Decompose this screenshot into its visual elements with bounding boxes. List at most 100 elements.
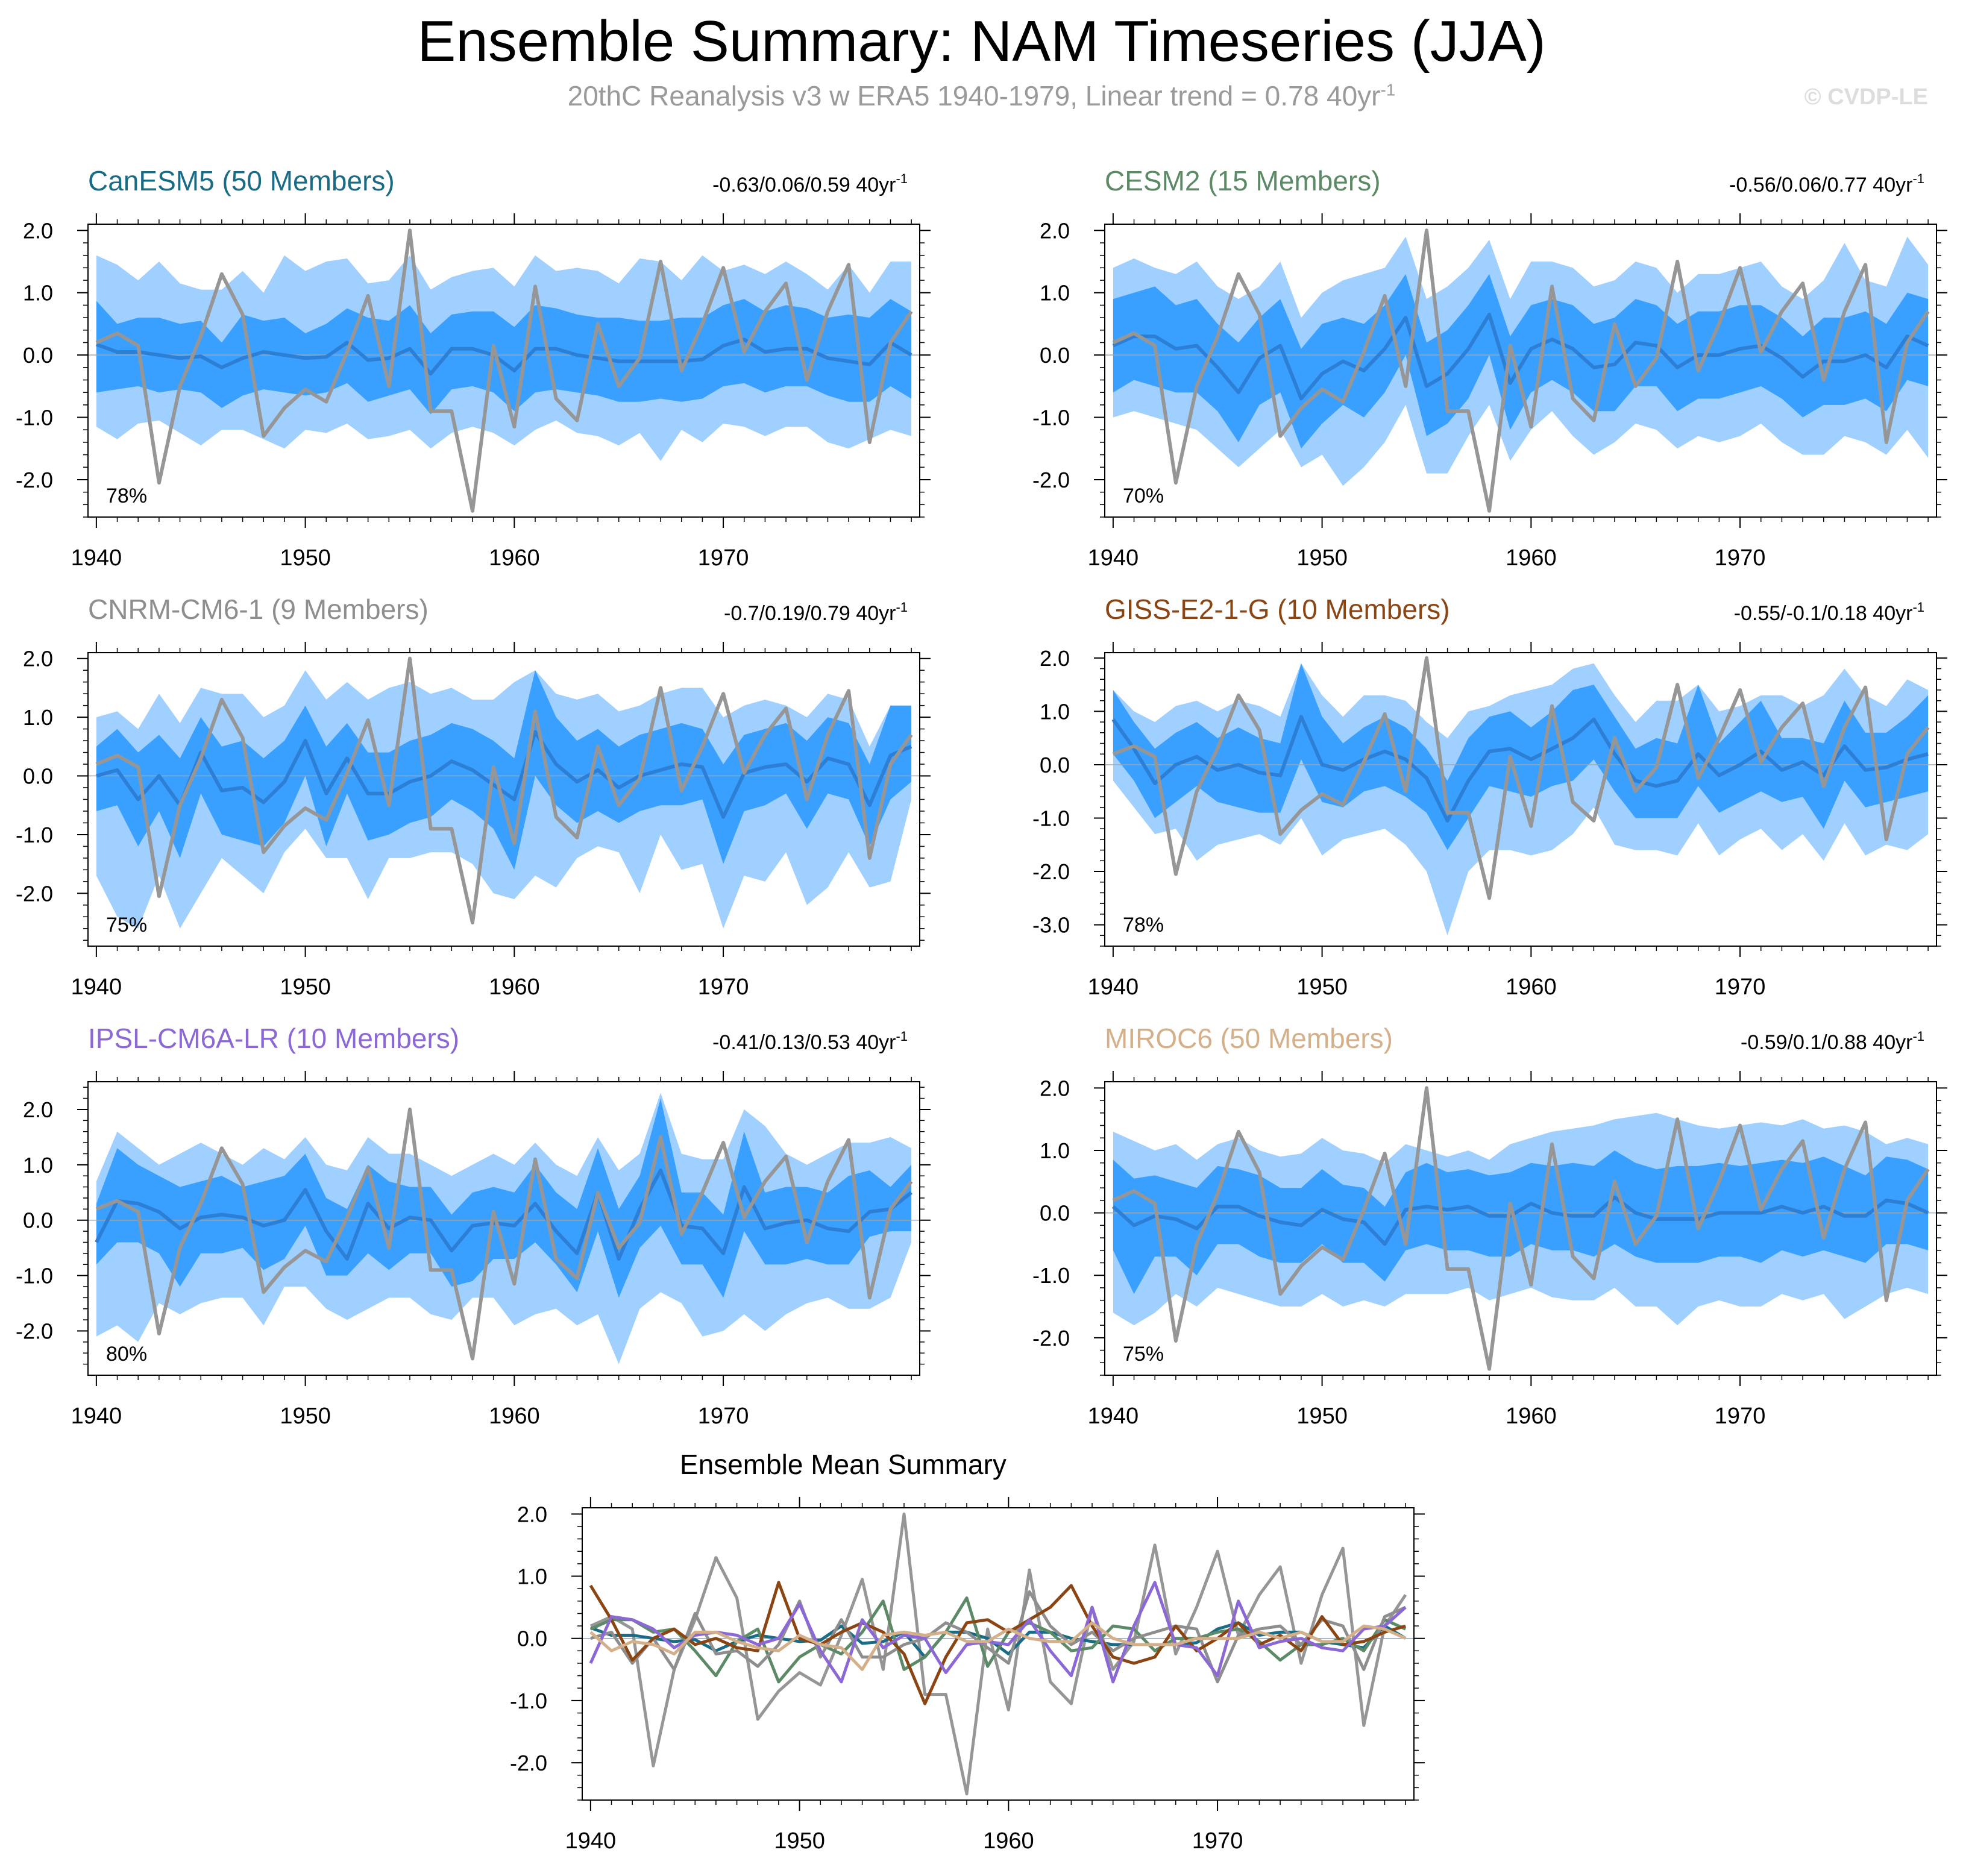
y-tick-label: 0.0: [1040, 343, 1070, 368]
x-tick-label: 1950: [774, 1828, 825, 1854]
subtitle-text: 20thC Reanalysis v3 w ERA5 1940-1979, Li…: [567, 80, 1381, 111]
ensemble-mean-line: [1111, 1195, 1929, 1246]
plot-frame: [87, 1081, 920, 1376]
y-tick-label: -1.0: [16, 1264, 53, 1288]
panel-title: CanESM5 (50 Members): [88, 165, 395, 196]
y-tick-label: 1.0: [517, 1564, 547, 1589]
trend-values: -0.55/-0.1/0.18 40yr: [1734, 602, 1913, 625]
y-tick-label: 1.0: [1040, 281, 1070, 306]
trend-superscript: -1: [896, 600, 908, 615]
observed-line: [1112, 228, 1930, 513]
trend-label: -0.56/0.06/0.77 40yr-1: [1729, 171, 1924, 196]
data-layer: [1105, 1086, 1936, 1371]
data-layer: [582, 1512, 1414, 1796]
credit-watermark: © CVDP-LE: [1804, 84, 1928, 110]
series-line-miroc6: [589, 1621, 1407, 1671]
panel-ipsl: 2.0 1.0 0.0 -1.0 -2.0 1940 1950 1960 1970 IPSL-CM…: [16, 1023, 931, 1429]
data-layer: [88, 1093, 920, 1364]
panel-title: IPSL-CM6A-LR (10 Members): [88, 1023, 459, 1054]
y-tick-label: 1.0: [1040, 1138, 1070, 1163]
trend-superscript: -1: [1912, 171, 1924, 186]
x-tick-label: 1970: [698, 545, 749, 571]
panel-canesm5: 2.0 1.0 0.0 -1.0 -2.0 1940 1950 1960 1970 CanESM5…: [16, 165, 931, 571]
observed-line: [95, 656, 913, 924]
x-tick-label: 1970: [1715, 545, 1766, 571]
panel-cnrm: 2.0 1.0 0.0 -1.0 -2.0 1940 1950 1960 1970 CNRM-CM…: [16, 594, 931, 1000]
plot-frame: [1104, 1081, 1937, 1376]
x-tick-label: 1950: [280, 974, 331, 1000]
panel-title: Ensemble Mean Summary: [680, 1449, 1007, 1480]
ensemble-mean-line: [1112, 312, 1929, 401]
x-tick-label: 1940: [1088, 974, 1139, 1000]
y-tick-label: 0.0: [1040, 753, 1070, 777]
trend-superscript: -1: [896, 171, 908, 186]
trend-label: -0.63/0.06/0.59 40yr-1: [712, 171, 908, 196]
x-tick-label: 1940: [565, 1828, 617, 1854]
x-tick-label: 1950: [280, 1404, 331, 1429]
y-tick-label: 2.0: [517, 1502, 547, 1526]
inner-percentile-band: [1113, 1150, 1929, 1294]
x-tick-label: 1940: [71, 974, 122, 1000]
inner-percentile-band: [96, 1098, 912, 1298]
x-tick-label: 1940: [1088, 1404, 1139, 1429]
x-tick-label: 1970: [1715, 974, 1766, 1000]
x-tick-label: 1950: [1296, 1404, 1348, 1429]
y-tick-label: 0.0: [1040, 1201, 1070, 1226]
y-tick-label: 0.0: [23, 1208, 53, 1233]
trend-values: -0.41/0.13/0.53 40yr: [712, 1031, 896, 1054]
percent-label: 78%: [1123, 914, 1164, 936]
y-tick-label: -2.0: [16, 1319, 53, 1343]
y-tick-label: -1.0: [16, 406, 53, 430]
y-tick-label: -1.0: [1032, 806, 1070, 830]
series-line-observed: [589, 1512, 1407, 1796]
ensemble-mean-line: [96, 730, 912, 819]
percent-label: 75%: [1123, 1343, 1164, 1366]
subtitle-superscript: -1: [1380, 80, 1396, 99]
y-tick-label: -2.0: [1032, 859, 1070, 884]
x-tick-label: 1970: [698, 1404, 749, 1429]
y-tick-label: 2.0: [1040, 1076, 1070, 1100]
percent-label: 75%: [106, 914, 147, 936]
y-tick-label: 2.0: [23, 218, 53, 243]
percent-label: 70%: [1123, 485, 1164, 507]
y-tick-label: -1.0: [1032, 1263, 1070, 1288]
plot-frame: [1104, 224, 1937, 518]
observed-line: [1112, 1086, 1930, 1371]
x-tick-label: 1950: [1296, 545, 1348, 571]
x-tick-label: 1970: [1715, 1404, 1766, 1429]
y-tick-label: 2.0: [23, 647, 53, 671]
plot-frame: [87, 224, 920, 518]
y-tick-label: 0.0: [23, 764, 53, 789]
inner-percentile-band: [1113, 663, 1929, 850]
y-tick-label: -1.0: [510, 1689, 547, 1713]
x-tick-label: 1960: [983, 1828, 1034, 1854]
panel-ensemble-mean-summary: 2.0 1.0 0.0 -1.0 -2.0 1940 1950 1960 1970 Ensembl…: [510, 1449, 1425, 1854]
ensemble-mean-line: [95, 1169, 912, 1261]
trend-label: -0.41/0.13/0.53 40yr-1: [712, 1029, 908, 1054]
trend-label: -0.7/0.19/0.79 40yr-1: [724, 600, 908, 625]
data-layer: [1105, 228, 1936, 513]
x-tick-label: 1960: [1506, 545, 1557, 571]
y-tick-label: -2.0: [510, 1751, 547, 1775]
panel-title: CNRM-CM6-1 (9 Members): [88, 594, 429, 625]
panel-title: GISS-E2-1-G (10 Members): [1105, 594, 1450, 625]
trend-superscript: -1: [896, 1029, 908, 1044]
data-layer: [88, 228, 920, 513]
inner-percentile-band: [1113, 274, 1929, 449]
x-tick-label: 1950: [1296, 974, 1348, 1000]
trend-values: -0.7/0.19/0.79 40yr: [724, 602, 896, 625]
inner-percentile-band: [96, 299, 912, 415]
data-layer: [1105, 656, 1936, 936]
main-title: Ensemble Summary: NAM Timeseries (JJA): [417, 9, 1546, 74]
trend-values: -0.56/0.06/0.77 40yr: [1729, 174, 1912, 196]
y-tick-label: -2.0: [1032, 1326, 1070, 1351]
series-line-giss-e2-1-g: [589, 1581, 1406, 1705]
x-tick-label: 1960: [1506, 974, 1557, 1000]
y-tick-label: 0.0: [517, 1627, 547, 1651]
x-tick-label: 1970: [698, 974, 749, 1000]
panel-title: MIROC6 (50 Members): [1105, 1023, 1393, 1054]
x-tick-label: 1960: [489, 545, 540, 571]
panel-cesm2: 2.0 1.0 0.0 -1.0 -2.0 1940 1950 1960 1970 CESM2 (…: [1032, 165, 1947, 571]
y-tick-label: -1.0: [16, 823, 53, 847]
